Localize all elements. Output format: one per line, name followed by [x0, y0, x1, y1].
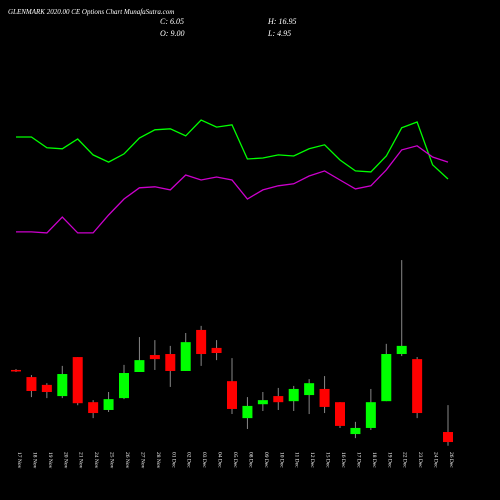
x-tick-label: 05 Dec: [232, 452, 238, 468]
x-tick-label: 21 Nov: [78, 452, 84, 469]
x-tick-label: 24 Dec: [433, 452, 439, 468]
x-tick-label: 02 Dec: [186, 452, 192, 468]
candle-body: [381, 354, 392, 402]
candle-body: [304, 383, 315, 396]
x-tick-label: 04 Dec: [217, 452, 223, 468]
x-tick-label: 03 Dec: [201, 452, 207, 468]
candle-body: [412, 359, 423, 414]
candle-body: [180, 342, 191, 371]
summary-close: C: 6.05: [160, 17, 184, 26]
candle-body: [41, 384, 52, 393]
candle-body: [227, 381, 237, 409]
x-tick-label: 01 Dec: [170, 452, 176, 468]
candle-body: [288, 388, 299, 402]
x-tick-label: 19 Dec: [386, 452, 392, 468]
x-tick-label: 20 Nov: [62, 452, 68, 469]
candle-body: [103, 399, 114, 410]
x-tick-label: 08 Dec: [247, 452, 253, 468]
candle-body: [88, 402, 99, 414]
x-tick-label: 12 Dec: [309, 452, 315, 468]
x-tick-label: 24 Nov: [93, 452, 99, 469]
indicator-line: [16, 119, 449, 180]
candle-body: [196, 329, 207, 355]
candle-body: [26, 377, 37, 391]
candle-body: [149, 355, 160, 360]
x-tick-label: 28 Nov: [155, 452, 161, 469]
x-tick-label: 15 Dec: [325, 452, 331, 468]
candle-body: [443, 432, 453, 443]
candle-body: [119, 373, 129, 399]
candle-body: [365, 402, 376, 428]
candle-body: [134, 360, 145, 372]
candle-body: [350, 427, 361, 435]
x-tick-label: 11 Dec: [294, 452, 300, 468]
candle-body: [319, 388, 330, 407]
summary-low: L: 4.95: [267, 29, 291, 38]
candle-body: [57, 374, 68, 397]
candle-body: [242, 405, 253, 419]
indicator-line: [16, 145, 449, 234]
candle-body: [165, 354, 176, 371]
x-tick-label: 22 Dec: [402, 452, 408, 468]
candle-body: [11, 369, 21, 372]
summary-open: O: 9.00: [160, 29, 184, 38]
candle-body: [335, 402, 345, 426]
x-tick-label: 17 Nov: [16, 452, 22, 469]
x-tick-label: 25 Nov: [109, 452, 115, 469]
x-tick-label: 17 Dec: [355, 452, 361, 468]
candle-body: [211, 347, 222, 354]
candle-body: [257, 400, 268, 405]
candle-body: [273, 396, 284, 403]
chart-title: GLENMARK 2020.00 CE Options Chart Munafa…: [8, 8, 174, 16]
x-tick-label: 09 Dec: [263, 452, 269, 468]
x-tick-label: 18 Dec: [371, 452, 377, 468]
x-tick-label: 27 Nov: [139, 452, 145, 469]
candle-body: [72, 357, 83, 404]
candle-body: [396, 345, 407, 355]
x-tick-label: 16 Dec: [340, 452, 346, 468]
x-tick-label: 23 Dec: [417, 452, 423, 468]
x-tick-label: 18 Nov: [31, 452, 37, 469]
x-tick-label: 26 Dec: [448, 452, 454, 468]
summary-high: H: 16.95: [267, 17, 296, 26]
x-tick-label: 10 Dec: [278, 452, 284, 468]
x-tick-label: 26 Nov: [124, 452, 130, 469]
x-tick-label: 19 Nov: [47, 452, 53, 469]
